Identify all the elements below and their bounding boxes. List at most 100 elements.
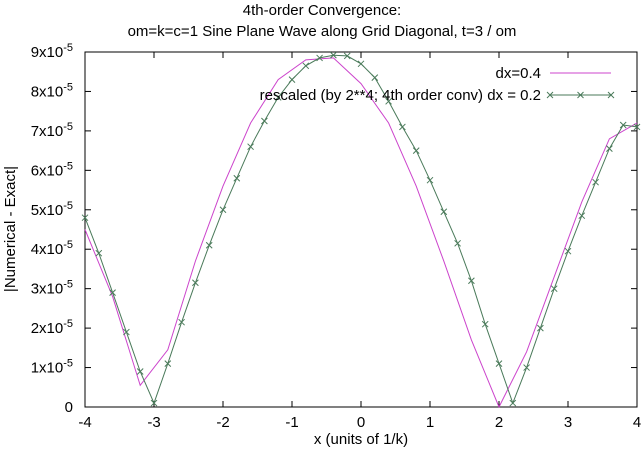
series-point bbox=[468, 277, 475, 285]
x-marker-stroke bbox=[274, 94, 282, 101]
y-axis-label: |Numerical - Exact| bbox=[2, 166, 19, 292]
series-point bbox=[205, 241, 213, 249]
x-tick-label: 0 bbox=[357, 414, 365, 431]
series-line-1 bbox=[84, 54, 638, 405]
x-marker-stroke bbox=[219, 206, 227, 214]
series-point bbox=[606, 145, 613, 152]
x-marker-stroke bbox=[509, 399, 517, 407]
series-point bbox=[164, 360, 172, 367]
series-point bbox=[495, 360, 503, 367]
x-marker-stroke bbox=[178, 318, 185, 326]
x-marker-stroke bbox=[606, 145, 613, 152]
series-point bbox=[247, 143, 254, 151]
series-layer bbox=[81, 51, 641, 409]
series-point bbox=[95, 249, 103, 257]
x-marker-stroke bbox=[468, 277, 475, 285]
x-marker-stroke bbox=[123, 328, 130, 336]
x-marker-stroke bbox=[399, 123, 406, 131]
series-point bbox=[261, 117, 268, 125]
x-marker-stroke bbox=[385, 97, 392, 105]
x-marker-stroke bbox=[523, 364, 530, 371]
x-marker-stroke bbox=[481, 320, 489, 328]
x-marker-stroke bbox=[81, 214, 89, 222]
series-point bbox=[192, 279, 199, 287]
series-point bbox=[343, 52, 351, 60]
x-marker-stroke bbox=[357, 60, 365, 68]
series-point bbox=[578, 212, 586, 220]
x-marker-stroke bbox=[564, 247, 572, 255]
x-marker-stroke bbox=[619, 121, 627, 129]
x-marker-stroke bbox=[109, 289, 116, 296]
chart-title: 4th-order Convergence: bbox=[243, 2, 401, 19]
x-marker-stroke bbox=[633, 123, 641, 131]
series-point bbox=[274, 94, 282, 101]
x-tick-label: 2 bbox=[495, 414, 503, 431]
x-marker-stroke bbox=[192, 279, 199, 287]
x-marker-stroke bbox=[302, 62, 310, 70]
x-tick-label: 1 bbox=[426, 414, 434, 431]
y-tick-label: 0 bbox=[65, 399, 73, 416]
series-line-0 bbox=[84, 57, 638, 409]
chart-subtitle: om=k=c=1 Sine Plane Wave along Grid Diag… bbox=[128, 23, 517, 40]
series-point bbox=[109, 289, 116, 296]
x-marker-stroke bbox=[136, 368, 144, 375]
series-point bbox=[302, 62, 310, 70]
series-point bbox=[399, 123, 406, 131]
x-marker-stroke bbox=[316, 54, 323, 62]
y-tick-label: 4x10-5 bbox=[31, 239, 73, 258]
series-point bbox=[357, 60, 365, 68]
series-point bbox=[233, 174, 241, 182]
x-axis-ticks: -4 -3 -2 -1 0 1 2 3 4 bbox=[78, 52, 641, 431]
series-point bbox=[537, 324, 544, 332]
x-marker-stroke bbox=[426, 176, 434, 184]
series-point bbox=[330, 51, 337, 59]
x-marker-stroke bbox=[288, 76, 296, 83]
x-tick-label: -4 bbox=[78, 414, 91, 431]
series-point bbox=[633, 123, 641, 131]
y-tick-label: 9x10-5 bbox=[31, 42, 73, 61]
x-marker-stroke bbox=[454, 239, 461, 247]
series-point bbox=[81, 214, 89, 222]
series-point bbox=[564, 247, 572, 255]
x-marker-stroke bbox=[371, 74, 379, 81]
x-marker-stroke bbox=[205, 241, 213, 249]
x-tick-label: -3 bbox=[147, 414, 160, 431]
series-point bbox=[178, 318, 185, 326]
y-tick-label: 7x10-5 bbox=[31, 121, 73, 140]
x-marker-stroke bbox=[495, 360, 503, 367]
x-tick-label: 3 bbox=[564, 414, 572, 431]
series-point bbox=[136, 368, 144, 375]
series-point bbox=[123, 328, 130, 336]
x-marker-stroke bbox=[577, 91, 584, 99]
series-point bbox=[288, 76, 296, 83]
x-marker-stroke bbox=[330, 51, 337, 59]
x-marker-stroke bbox=[261, 117, 268, 125]
series-point bbox=[371, 74, 379, 81]
y-axis-ticks: 0 1x10-5 2x10-5 3x10-5 4x10-5 5x10-5 6x10-5 7x1… bbox=[31, 42, 637, 416]
legend-marker bbox=[577, 91, 584, 99]
legend-label-rescaled: rescaled (by 2**4; 4th order conv) dx = … bbox=[260, 87, 541, 104]
series-point bbox=[509, 399, 517, 407]
x-marker-stroke bbox=[592, 178, 599, 186]
x-marker-stroke bbox=[412, 147, 420, 154]
x-tick-label: 4 bbox=[633, 414, 641, 431]
x-marker-stroke bbox=[95, 249, 103, 257]
series-point bbox=[426, 176, 434, 184]
series-point bbox=[523, 364, 530, 371]
x-marker-stroke bbox=[578, 212, 586, 220]
y-tick-label: 1x10-5 bbox=[31, 358, 73, 377]
x-marker-stroke bbox=[537, 324, 544, 332]
x-marker-stroke bbox=[607, 91, 615, 99]
series-point bbox=[550, 285, 558, 293]
legend: dx=0.4 rescaled (by 2**4; 4th order conv… bbox=[260, 65, 615, 104]
series-point bbox=[385, 97, 392, 105]
series-point bbox=[316, 54, 323, 62]
y-tick-label: 6x10-5 bbox=[31, 160, 73, 179]
y-tick-label: 2x10-5 bbox=[31, 318, 73, 337]
x-marker-stroke bbox=[247, 143, 254, 151]
y-tick-label: 3x10-5 bbox=[31, 279, 73, 298]
x-marker-stroke bbox=[164, 360, 172, 367]
x-marker-stroke bbox=[150, 399, 158, 407]
x-tick-label: -1 bbox=[285, 414, 298, 431]
